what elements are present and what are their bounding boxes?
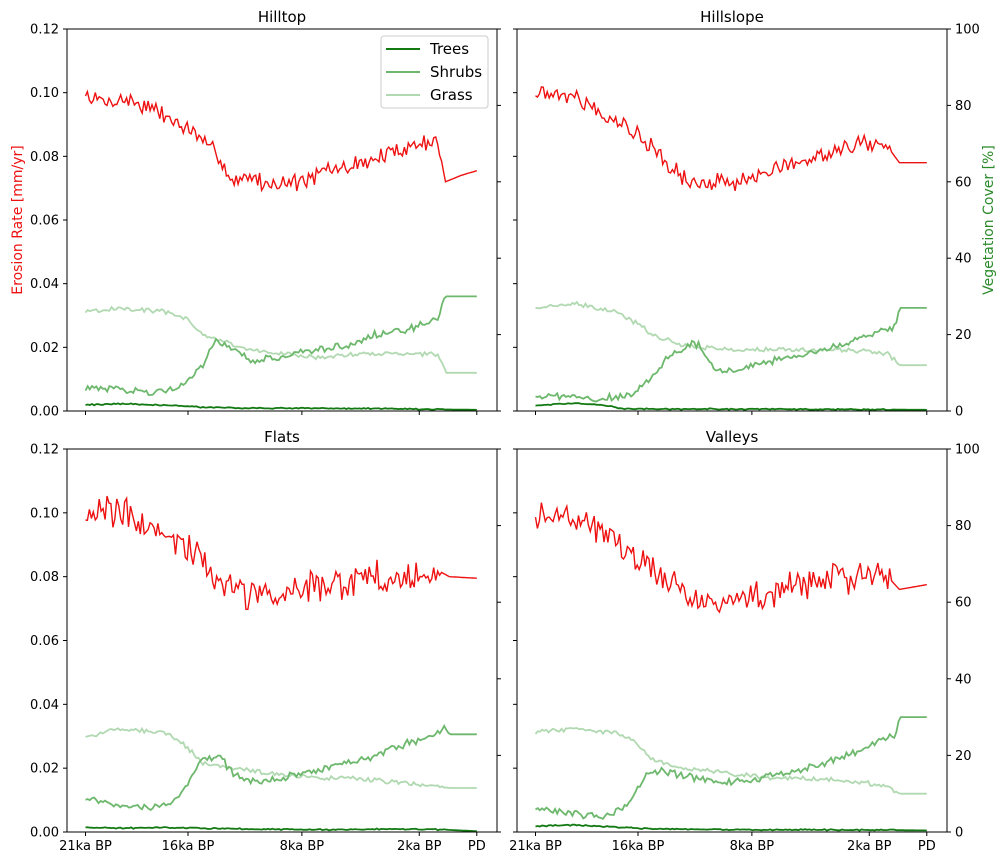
series-line-trees <box>85 826 477 833</box>
series-line-grass <box>84 305 477 374</box>
legend-frame <box>380 35 489 109</box>
panel-hilltop: Hilltop 0.00 0.02 0.04 0.06 0.08 0.10 0.12 <box>30 8 501 420</box>
erosion-rate-line <box>535 86 927 192</box>
x-tick-label: PD <box>918 839 936 854</box>
y-left-tick-label: 0.06 <box>30 634 59 649</box>
y-left-tick-label: 0.12 <box>30 443 59 458</box>
series-line-shrubs <box>84 295 477 396</box>
series-line-grass <box>535 300 927 367</box>
y-left-tick-label: 0.08 <box>30 150 59 165</box>
y-right-tick-label: 20 <box>955 328 972 343</box>
x-tick-label: 21ka BP <box>509 839 562 854</box>
panel-valleys: Valleys 0 20 40 60 80 100 21ka BP 16ka BP 8ka BP 2… <box>509 428 980 854</box>
legend-label-grass: Grass <box>430 86 473 104</box>
legend: Trees Shrubs Grass <box>380 35 489 109</box>
series-line-trees <box>535 402 927 412</box>
series-line-shrubs <box>85 724 477 812</box>
x-tick-label: 16ka BP <box>612 839 665 854</box>
y-right-tick-label: 60 <box>955 596 972 611</box>
panel-title: Flats <box>264 428 300 446</box>
y-left-tick-label: 0.02 <box>30 341 59 356</box>
panel-hillslope: Hillslope 0 20 40 60 80 100 <box>513 8 980 420</box>
panel-title: Valleys <box>706 428 759 446</box>
legend-label-shrubs: Shrubs <box>430 63 482 81</box>
y-right-tick-label: 40 <box>955 252 972 267</box>
x-tick-label: PD <box>468 839 486 854</box>
y-right-tick-label: 20 <box>955 749 972 764</box>
x-tick-label: 8ka BP <box>280 839 325 854</box>
erosion-rate-line <box>85 495 477 610</box>
panel-title: Hillslope <box>700 8 764 26</box>
y-right-tick-label: 100 <box>955 443 980 458</box>
series-line-trees <box>535 823 927 832</box>
y-left-tick-label: 0.00 <box>30 405 59 420</box>
y-left-tick-label: 0.00 <box>30 826 59 841</box>
panel-title: Hilltop <box>258 8 306 26</box>
y-left-axis-label: Erosion Rate [mm/yr] <box>10 145 26 294</box>
y-left-tick-label: 0.06 <box>30 214 59 229</box>
series-line-shrubs <box>535 716 927 821</box>
y-right-tick-label: 0 <box>955 405 963 420</box>
erosion-rate-line <box>534 502 927 614</box>
y-left-tick-label: 0.04 <box>30 698 59 713</box>
erosion-rate-line <box>84 89 478 193</box>
series-line-trees <box>85 402 477 411</box>
y-left-tick-label: 0.10 <box>30 506 59 521</box>
y-left-tick-label: 0.04 <box>30 277 59 292</box>
y-right-tick-label: 80 <box>955 99 972 114</box>
panel-flats: Flats 0.00 0.02 0.04 0.06 0.08 0.10 0.12 21ka BP… <box>30 428 501 854</box>
y-right-tick-label: 40 <box>955 672 972 687</box>
x-tick-label: 8ka BP <box>730 839 775 854</box>
y-right-axis-label: Vegetation Cover [%] <box>981 145 997 295</box>
y-left-tick-label: 0.08 <box>30 570 59 585</box>
x-tick-label: 21ka BP <box>59 839 112 854</box>
legend-label-trees: Trees <box>429 40 469 58</box>
y-right-tick-label: 100 <box>955 23 980 38</box>
x-tick-label: 2ka BP <box>397 839 442 854</box>
series-line-shrubs <box>535 307 927 403</box>
y-left-tick-label: 0.12 <box>30 23 59 38</box>
series-line-grass <box>85 726 477 789</box>
y-right-tick-label: 0 <box>955 826 963 841</box>
y-right-tick-label: 80 <box>955 519 972 534</box>
series-line-grass <box>534 726 927 795</box>
y-left-tick-label: 0.10 <box>30 86 59 101</box>
x-tick-label: 2ka BP <box>847 839 892 854</box>
y-left-tick-label: 0.02 <box>30 762 59 777</box>
x-tick-label: 16ka BP <box>162 839 215 854</box>
y-right-tick-label: 60 <box>955 175 972 190</box>
